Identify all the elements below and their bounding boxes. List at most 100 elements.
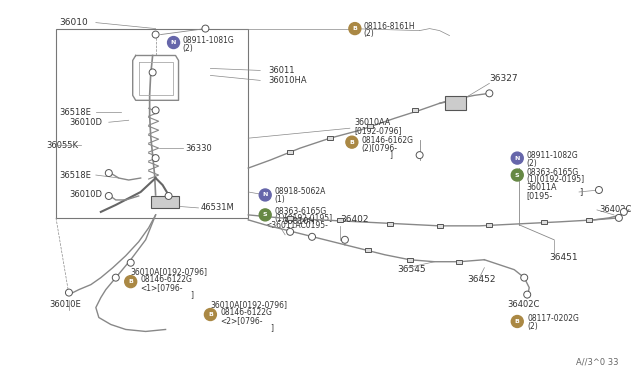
Text: 36010D: 36010D — [69, 118, 102, 127]
Text: 36010D: 36010D — [69, 190, 102, 199]
Text: S: S — [263, 212, 268, 217]
Circle shape — [125, 276, 137, 288]
Text: 36010AA: 36010AA — [355, 118, 391, 127]
Text: B: B — [349, 140, 355, 145]
Text: 36010A[0192-0796]: 36010A[0192-0796] — [131, 267, 208, 276]
Bar — [150, 196, 179, 208]
Circle shape — [416, 152, 423, 158]
Text: 36055K: 36055K — [46, 141, 78, 150]
Circle shape — [346, 136, 358, 148]
Circle shape — [259, 209, 271, 221]
Text: 36545: 36545 — [397, 265, 426, 274]
Circle shape — [65, 289, 72, 296]
Text: (2): (2) — [364, 29, 374, 38]
Bar — [586, 218, 592, 222]
Circle shape — [106, 170, 112, 177]
Circle shape — [511, 169, 524, 181]
Circle shape — [511, 315, 524, 327]
Bar — [387, 222, 393, 226]
Text: (1): (1) — [274, 195, 285, 205]
Bar — [412, 108, 418, 112]
Text: 08911-1082G: 08911-1082G — [526, 151, 578, 160]
Text: B: B — [208, 312, 213, 317]
Text: 08911-1081G: 08911-1081G — [182, 36, 234, 45]
Circle shape — [524, 291, 531, 298]
Bar — [486, 223, 492, 227]
Text: (1)[0192-0195]: (1)[0192-0195] — [274, 214, 332, 223]
Bar — [541, 220, 547, 224]
Text: 36330: 36330 — [186, 144, 212, 153]
Circle shape — [165, 192, 172, 199]
Circle shape — [152, 107, 159, 114]
Text: 36452: 36452 — [467, 275, 496, 284]
Text: 36010E: 36010E — [49, 300, 81, 309]
Bar — [327, 136, 333, 140]
Bar — [365, 248, 371, 252]
Text: N: N — [171, 40, 176, 45]
Text: A//3^0 33: A//3^0 33 — [577, 358, 619, 367]
Text: 36518E: 36518E — [59, 170, 91, 180]
Circle shape — [259, 189, 271, 201]
Circle shape — [341, 236, 348, 243]
Text: 08363-6165G: 08363-6165G — [274, 208, 326, 217]
Bar — [406, 258, 413, 262]
Circle shape — [486, 90, 493, 97]
Circle shape — [127, 259, 134, 266]
Text: 08918-5062A: 08918-5062A — [274, 187, 326, 196]
Text: 08146-6122G: 08146-6122G — [141, 275, 193, 284]
Text: 36402C: 36402C — [599, 205, 631, 214]
Text: 36402: 36402 — [340, 215, 369, 224]
Circle shape — [152, 31, 159, 38]
Circle shape — [106, 192, 112, 199]
Circle shape — [521, 274, 528, 281]
Circle shape — [620, 208, 627, 215]
Text: 08363-6165G: 08363-6165G — [526, 167, 579, 177]
Text: 36010H: 36010H — [282, 217, 315, 227]
Text: 08117-0202G: 08117-0202G — [527, 314, 579, 323]
Text: 36518E: 36518E — [59, 108, 91, 117]
Bar — [287, 150, 293, 154]
Text: N: N — [515, 155, 520, 161]
Circle shape — [202, 25, 209, 32]
Circle shape — [616, 214, 622, 221]
Circle shape — [204, 308, 216, 321]
Circle shape — [287, 228, 294, 235]
Text: ]: ] — [390, 151, 393, 160]
Text: S: S — [515, 173, 520, 177]
Circle shape — [152, 155, 159, 161]
Text: ]: ] — [579, 187, 582, 196]
Text: 08116-8161H: 08116-8161H — [364, 22, 415, 31]
Circle shape — [595, 186, 602, 193]
Text: 36451: 36451 — [549, 253, 578, 262]
Bar — [287, 216, 293, 220]
Text: 46531M: 46531M — [200, 203, 234, 212]
Circle shape — [308, 233, 316, 240]
Text: (2): (2) — [182, 44, 193, 53]
Bar — [456, 260, 463, 264]
Bar — [337, 218, 343, 222]
Text: B: B — [128, 279, 133, 284]
Text: (2)[0796-: (2)[0796- — [362, 144, 398, 153]
Text: ]: ] — [270, 323, 273, 332]
Text: [0192-0796]: [0192-0796] — [355, 126, 403, 135]
Text: (2): (2) — [527, 322, 538, 331]
Text: <2>[0796-: <2>[0796- — [220, 316, 263, 325]
Text: <1>[0796-: <1>[0796- — [141, 283, 183, 292]
Text: 36011A: 36011A — [526, 183, 557, 192]
Text: 08146-6122G: 08146-6122G — [220, 308, 272, 317]
Text: (1)[0192-0195]: (1)[0192-0195] — [526, 174, 584, 183]
Text: (2): (2) — [526, 158, 537, 167]
Circle shape — [112, 274, 119, 281]
Text: [0195-: [0195- — [526, 192, 552, 201]
Text: N: N — [262, 192, 268, 198]
Bar — [56, 29, 248, 218]
Circle shape — [511, 152, 524, 164]
Circle shape — [349, 23, 361, 35]
Text: 36402C: 36402C — [508, 300, 540, 309]
Text: 36010HA: 36010HA — [268, 76, 307, 85]
Bar — [367, 124, 373, 128]
Text: 08146-6162G: 08146-6162G — [362, 136, 414, 145]
Bar — [436, 224, 442, 228]
Bar — [445, 96, 467, 110]
Text: 36327: 36327 — [490, 74, 518, 83]
